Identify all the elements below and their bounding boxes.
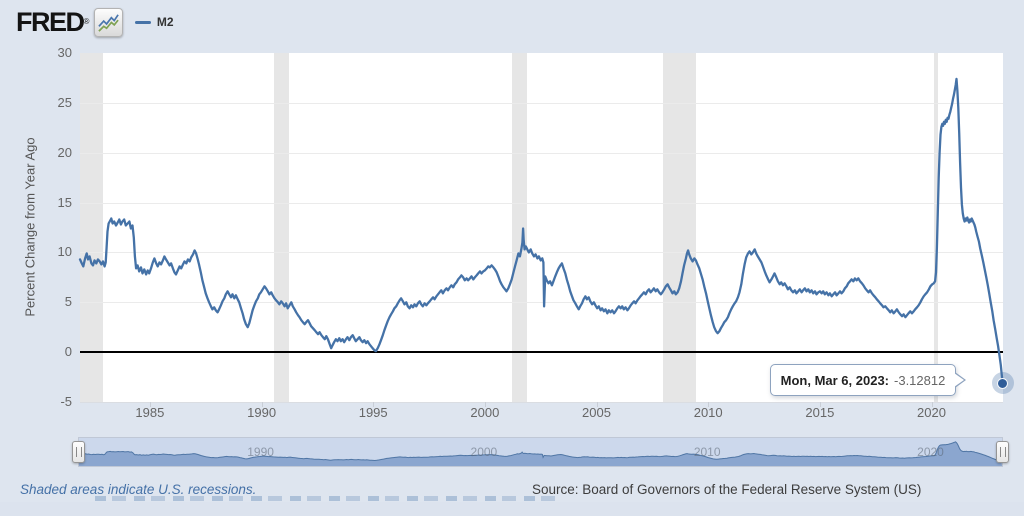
- recession-band: [662, 53, 696, 402]
- x-axis-tick-mark: [484, 402, 486, 407]
- x-axis-tick-label: 1990: [247, 405, 277, 420]
- tooltip: Mon, Mar 6, 2023: -3.12812: [770, 364, 966, 396]
- x-axis-tick-mark: [373, 402, 375, 407]
- recession-band: [80, 53, 104, 402]
- y-axis-tick-label: 25: [57, 94, 72, 110]
- tooltip-value: -3.12812: [894, 372, 946, 388]
- y-axis-tick-label: 5: [64, 294, 72, 310]
- range-slider-minichart: [79, 441, 1002, 466]
- y-axis-tick-label: 10: [57, 244, 72, 260]
- range-slider-year-label: 2020: [917, 445, 944, 459]
- x-axis-tick-label: 2005: [582, 405, 611, 420]
- clipped-text-artifact: [95, 496, 560, 501]
- series-color-dash: [134, 20, 151, 24]
- x-axis-tick-mark: [261, 402, 263, 407]
- registered-mark: ®: [83, 17, 90, 26]
- y-gridline: [80, 252, 1003, 254]
- legend-item-m2[interactable]: M2: [134, 15, 174, 29]
- y-gridline: [80, 202, 1003, 204]
- y-gridline: [80, 102, 1003, 104]
- source-text: Source: Board of Governors of the Federa…: [532, 482, 922, 497]
- x-axis-tick-label: 2020: [917, 405, 946, 420]
- zero-line: [80, 351, 1003, 354]
- recession-band: [511, 53, 527, 402]
- x-axis-tick-mark: [931, 402, 933, 407]
- fred-logo-chart-icon: [93, 7, 123, 37]
- y-axis-tick-label: 20: [57, 144, 72, 160]
- x-axis-tick-label: 2015: [805, 405, 835, 420]
- range-slider-left-handle[interactable]: [72, 441, 85, 463]
- x-axis-tick-label: 2000: [470, 405, 500, 420]
- fred-logo[interactable]: FRED®: [16, 7, 90, 37]
- data-point-marker: [997, 377, 1009, 389]
- plot-area[interactable]: [78, 53, 1004, 403]
- recession-band: [934, 53, 938, 402]
- range-slider-right-handle[interactable]: [996, 441, 1009, 463]
- y-gridline: [80, 152, 1003, 154]
- y-axis-tick-label: 0: [64, 344, 72, 360]
- y-axis-title: Percent Change from Year Ago: [22, 137, 38, 317]
- x-axis-tick-mark: [596, 402, 598, 407]
- y-axis-tick-label: -5: [60, 394, 72, 409]
- x-axis-tick-mark: [708, 402, 710, 407]
- x-axis-tick-label: 1995: [358, 405, 388, 420]
- recession-band: [273, 53, 289, 402]
- recession-note-link[interactable]: Shaded areas indicate U.S. recessions.: [20, 482, 257, 497]
- y-gridline: [80, 302, 1003, 304]
- y-axis-tick-label: 15: [57, 194, 72, 210]
- series-label: M2: [156, 15, 174, 29]
- range-slider[interactable]: 1990 2000 2010 2020: [72, 437, 1009, 467]
- y-axis-tick-label: 30: [57, 45, 72, 60]
- x-axis-tick-mark: [149, 402, 151, 407]
- tooltip-date: Mon, Mar 6, 2023:: [780, 372, 890, 388]
- x-axis-tick-label: 1985: [135, 405, 165, 420]
- range-slider-year-label: 1990: [247, 445, 274, 459]
- header: FRED® M2: [16, 6, 174, 38]
- m2-line-series[interactable]: [78, 53, 1004, 402]
- range-slider-year-label: 2010: [693, 445, 721, 459]
- range-slider-year-label: 2000: [470, 445, 498, 459]
- x-axis-tick-mark: [819, 402, 821, 407]
- bottom-strip: [0, 502, 1024, 516]
- x-axis-tick-label: 2010: [693, 405, 723, 420]
